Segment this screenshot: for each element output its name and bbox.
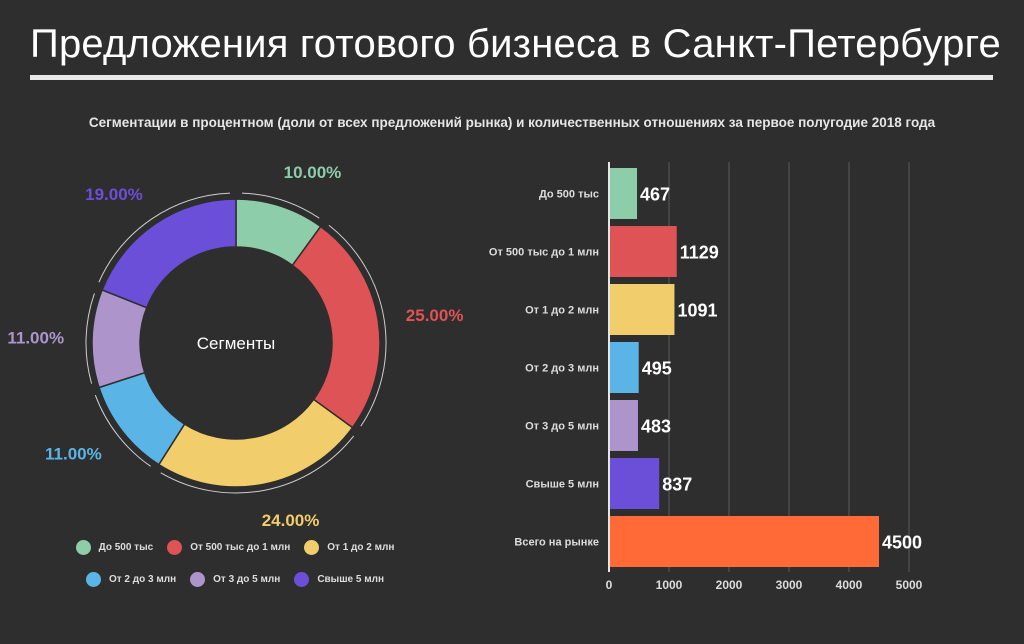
slice-value-label: 19.00% (85, 185, 143, 204)
slice-value-label: 11.00% (7, 328, 64, 347)
legend-label: Свыше 5 млн (317, 574, 385, 585)
bar (610, 458, 660, 509)
bar-value-label: 1129 (680, 243, 719, 263)
category-label: Всего на рынке (514, 537, 599, 549)
x-tick-label: 3000 (776, 578, 803, 592)
legend-label: От 3 до 5 млн (213, 574, 281, 585)
slice-bracket (85, 293, 95, 384)
slice-bracket (98, 192, 231, 283)
x-tick-label: 2000 (716, 578, 743, 592)
legend-swatch (167, 540, 183, 555)
donut-slice (291, 225, 381, 429)
donut-legend: До 500 тыс От 500 тыс до 1 млн От 1 до 2 м… (0, 540, 470, 604)
legend-label: От 2 до 3 млн (108, 574, 177, 585)
x-tick-label: 0 (606, 578, 613, 592)
legend-item[interactable]: Свыше 5 млн (294, 572, 384, 587)
bar (610, 284, 675, 335)
category-label: До 500 тыс (539, 189, 599, 201)
slice-bracket (328, 224, 387, 427)
bar-value-label: 1091 (677, 301, 717, 321)
legend-swatch (85, 572, 101, 587)
title-divider (30, 75, 993, 80)
slice-value-label: 25.00% (406, 306, 464, 325)
category-label: От 1 до 2 млн (525, 305, 599, 317)
bar-value-label: 483 (641, 417, 671, 437)
x-tick-label: 1000 (656, 578, 683, 592)
legend-item[interactable]: До 500 тыс (75, 540, 154, 555)
donut-chart: 10.00% 25.00% 24.00% 11.00% 11.00% 19.00% Сегм… (7, 163, 464, 530)
legend-row: До 500 тыс От 500 тыс до 1 млн От 1 до 2 м… (0, 540, 470, 555)
legend-label: От 1 до 2 млн (327, 542, 395, 553)
bar-value-label: 837 (662, 475, 692, 495)
bar-value-label: 467 (640, 185, 670, 205)
bar (610, 516, 879, 567)
slice-value-label: 11.00% (45, 444, 102, 463)
legend-item[interactable]: От 500 тыс до 1 млн (167, 540, 290, 555)
slice-value-label: 10.00% (284, 163, 342, 182)
legend-item[interactable]: От 1 до 2 млн (304, 540, 394, 555)
category-label: Свыше 5 млн (526, 479, 599, 491)
slice-value-label: 24.00% (262, 511, 320, 530)
bar-value-label: 495 (642, 359, 672, 379)
bar (610, 168, 638, 219)
legend-swatch (190, 572, 206, 587)
legend-label: От 500 тыс до 1 млн (190, 542, 291, 553)
x-tick-label: 4000 (836, 578, 863, 592)
category-label: От 2 до 3 млн (525, 363, 599, 375)
slice-bracket (241, 192, 320, 219)
legend-item[interactable]: От 2 до 3 млн (85, 572, 177, 587)
donut-slice (157, 398, 354, 488)
bar-chart: 0 1000 2000 3000 4000 5000 До 500 тыс 467 От 500… (489, 162, 923, 592)
slice-bracket (160, 435, 355, 494)
legend-swatch (75, 540, 91, 555)
chart-subtitle: Сегментации в процентном (доли от всех п… (88, 115, 936, 130)
x-tick-label: 5000 (896, 578, 923, 592)
legend-swatch (294, 572, 310, 587)
donut-center-label: Сегменты (197, 334, 275, 353)
category-label: От 3 до 5 млн (525, 421, 599, 433)
page-title: Предложения готового бизнеса в Санкт-Пет… (30, 22, 1001, 66)
bar (610, 226, 677, 277)
bar-value-label: 4500 (882, 533, 922, 553)
bar (610, 342, 639, 393)
slice-bracket (94, 394, 151, 467)
legend-label: До 500 тыс (98, 542, 154, 553)
bar (610, 400, 638, 451)
category-label: От 500 тыс до 1 млн (489, 247, 599, 259)
donut-slice (101, 198, 237, 309)
legend-row: От 2 до 3 млн От 3 до 5 млн Свыше 5 млн (0, 572, 470, 587)
legend-item[interactable]: От 3 до 5 млн (190, 572, 280, 587)
legend-swatch (304, 540, 320, 555)
